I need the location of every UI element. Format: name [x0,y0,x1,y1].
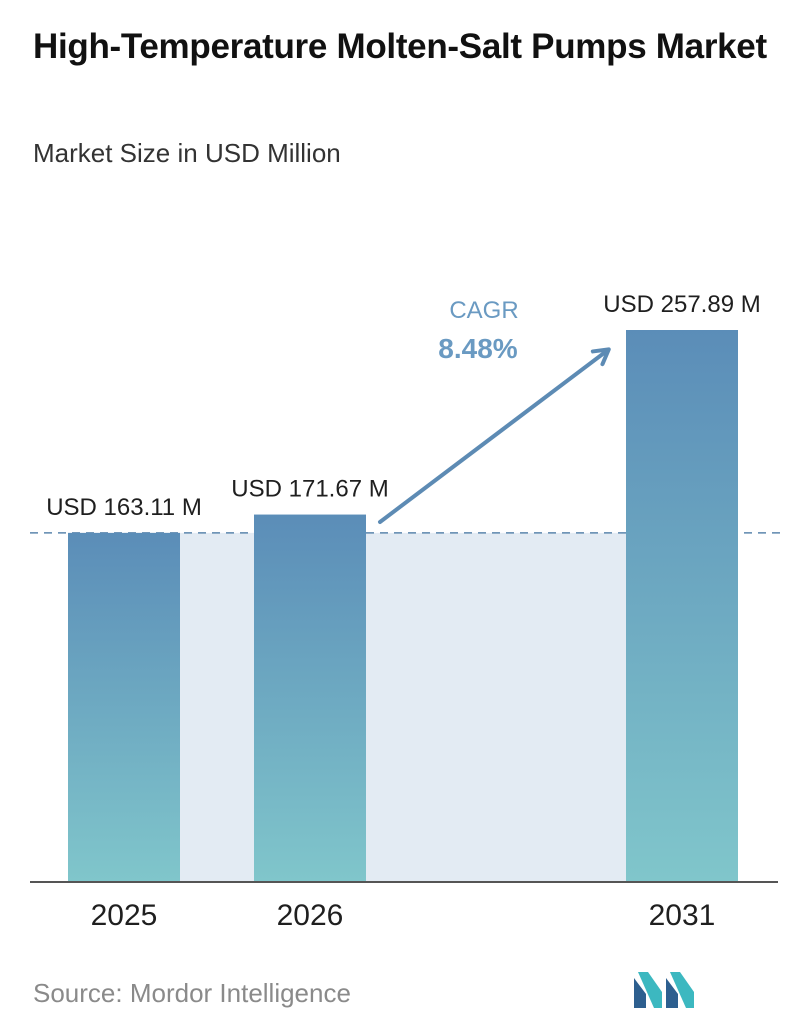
x-tick-2031: 2031 [649,899,716,932]
chart-title: High-Temperature Molten-Salt Pumps Marke… [33,27,767,66]
x-tick-2026: 2026 [277,899,344,932]
bar-2026 [254,514,366,882]
data-label-2026: USD 171.67 M [231,476,388,503]
data-label-2025: USD 163.11 M [46,494,202,521]
cagr-value: 8.48% [438,333,517,364]
x-tick-2025: 2025 [91,899,158,932]
source-text: Source: Mordor Intelligence [33,978,351,1008]
cagr-arrow [378,347,611,524]
bar-chart: USD 163.11 M 2025 USD 171.67 M 2026 USD 257.… [30,291,780,932]
baseline-band [124,532,682,882]
cagr-label: CAGR [449,297,518,324]
chart-subtitle: Market Size in USD Million [33,138,341,168]
mordor-intelligence-logo-icon [634,972,694,1008]
data-label-2031: USD 257.89 M [603,291,760,318]
bar-2025 [68,532,180,882]
bar-2031 [626,330,738,882]
